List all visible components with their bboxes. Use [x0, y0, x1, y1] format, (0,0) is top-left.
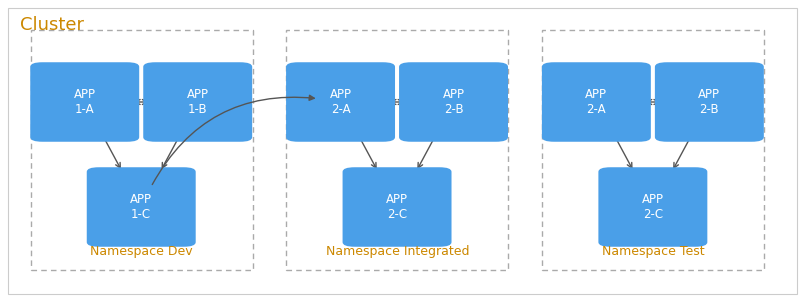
Text: APP
2-C: APP 2-C	[386, 193, 408, 221]
Text: Namespace Integrated: Namespace Integrated	[326, 245, 469, 258]
FancyBboxPatch shape	[8, 8, 797, 294]
Text: Cluster: Cluster	[20, 16, 84, 34]
FancyBboxPatch shape	[399, 62, 508, 142]
Text: APP
1-C: APP 1-C	[130, 193, 153, 221]
FancyBboxPatch shape	[31, 62, 140, 142]
Text: Namespace Test: Namespace Test	[602, 245, 705, 258]
FancyBboxPatch shape	[655, 62, 763, 142]
FancyBboxPatch shape	[144, 62, 252, 142]
Text: APP
2-A: APP 2-A	[585, 88, 608, 116]
Text: Namespace Dev: Namespace Dev	[90, 245, 193, 258]
Text: APP
2-A: APP 2-A	[329, 88, 352, 116]
FancyBboxPatch shape	[87, 167, 195, 247]
FancyBboxPatch shape	[599, 167, 707, 247]
Text: APP
2-C: APP 2-C	[642, 193, 664, 221]
FancyBboxPatch shape	[542, 62, 650, 142]
Text: APP
1-A: APP 1-A	[73, 88, 96, 116]
Text: APP
1-B: APP 1-B	[186, 88, 209, 116]
Text: APP
2-B: APP 2-B	[698, 88, 721, 116]
FancyBboxPatch shape	[343, 167, 452, 247]
FancyArrowPatch shape	[153, 95, 314, 184]
Text: APP
2-B: APP 2-B	[442, 88, 465, 116]
FancyBboxPatch shape	[286, 62, 395, 142]
